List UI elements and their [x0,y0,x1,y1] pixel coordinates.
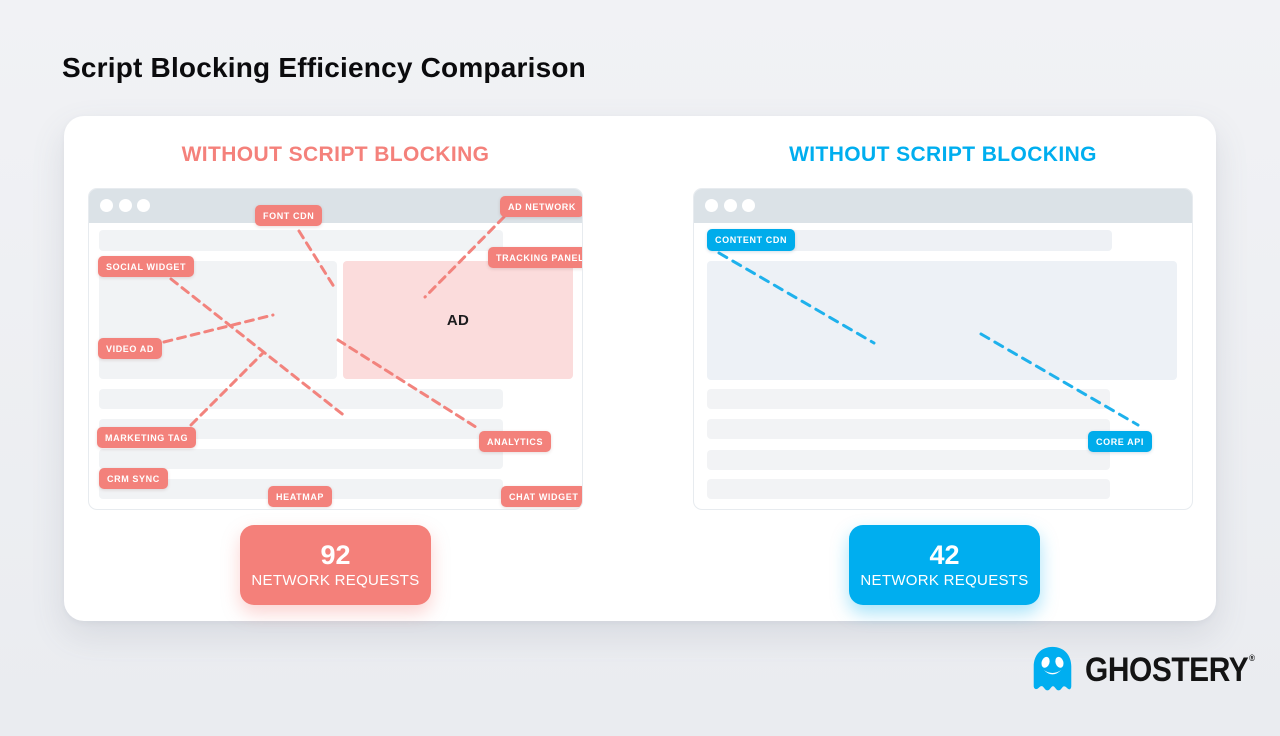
right-request-count-badge: 42 NETWORK REQUESTS [849,525,1040,605]
tracker-tag-ad-network: AD NETWORK [500,196,582,217]
left-navbar-placeholder [99,230,503,251]
left-request-count-badge: 92 NETWORK REQUESTS [240,525,431,605]
tracker-tag-analytics: ANALYTICS [479,431,552,452]
tracker-tag-social-widget: SOCIAL WIDGET [98,256,195,277]
comparison-card: WITHOUT SCRIPT BLOCKING WITHOUT SCRIPT B… [64,116,1216,621]
right-request-count-value: 42 [929,539,960,570]
tracker-tag-tracking-panel: TRACKING PANEL [488,247,582,268]
ghostery-wordmark: GHOSTERY ® [1085,651,1255,689]
text-line-placeholder [99,389,503,409]
text-line-placeholder [707,450,1110,470]
registered-mark: ® [1249,653,1255,663]
text-line-placeholder [99,449,503,469]
right-browser-titlebar [694,189,1192,223]
window-dot-icon [724,199,737,212]
window-dot-icon [705,199,718,212]
text-line-placeholder [707,419,1110,439]
tracker-tag-marketing-tag: MARKETING TAG [97,427,197,448]
allowed-tag-content-cdn: CONTENT CDN [707,229,796,251]
text-line-placeholder [707,389,1110,409]
left-heading: WITHOUT SCRIPT BLOCKING [181,143,490,166]
right-request-count-label: NETWORK REQUESTS [860,571,1029,589]
ad-label: AD [446,311,470,329]
left-request-count-label: NETWORK REQUESTS [251,571,420,589]
tracker-tag-chat-widget: CHAT WIDGET [501,486,582,507]
ad-banner: AD [343,261,573,379]
tracker-tag-crm-sync: CRM SYNC [99,468,168,489]
window-dot-icon [137,199,150,212]
window-dot-icon [742,199,755,212]
right-browser-mockup: CONTENT CDN CORE API [693,188,1193,510]
tracker-tag-heatmap: HEATMAP [268,486,333,507]
ghostery-logo: GHOSTERY ® [1028,644,1278,697]
right-content-placeholder [707,261,1177,380]
allowed-tag-core-api: CORE API [1088,431,1152,452]
right-heading: WITHOUT SCRIPT BLOCKING [789,143,1097,166]
left-browser-titlebar [89,189,582,223]
page-title: Script Blocking Efficiency Comparison [62,52,586,83]
left-content-placeholder [99,261,337,379]
tracker-tag-font-cdn: FONT CDN [255,205,323,226]
window-dot-icon [100,199,113,212]
right-navbar-placeholder [707,230,1112,251]
left-request-count-value: 92 [320,539,351,570]
text-line-placeholder [707,479,1110,499]
tracker-tag-video-ad: VIDEO AD [98,338,162,359]
window-dot-icon [119,199,132,212]
ghostery-ghost-icon [1033,646,1072,691]
left-browser-mockup: AD FONT CDN AD NETWORK SOCIAL WIDGET TRA… [88,188,583,510]
